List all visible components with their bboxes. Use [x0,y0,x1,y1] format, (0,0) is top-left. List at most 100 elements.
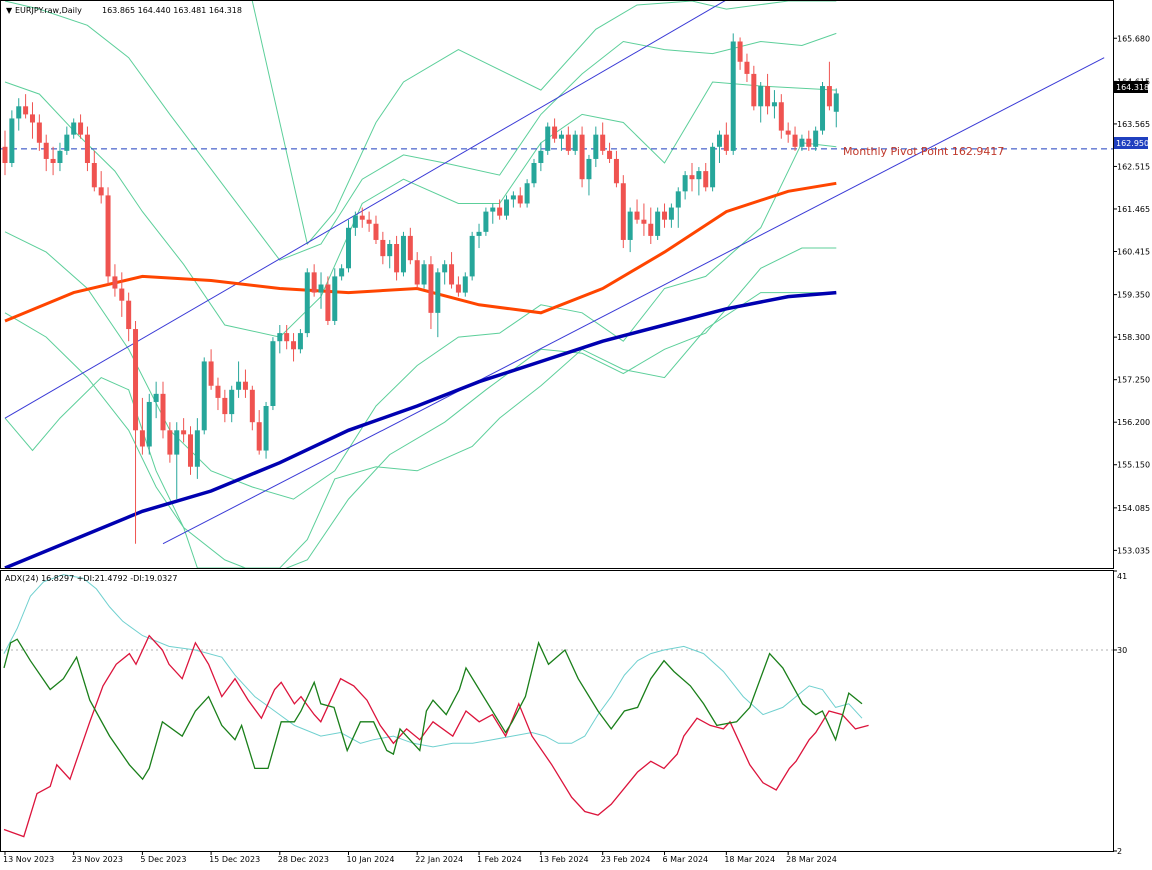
candle [545,122,551,155]
candle-body [662,211,668,220]
candle-body [593,134,599,159]
candle [346,219,351,273]
candle-body [737,41,743,62]
candle [50,146,56,176]
candle-body [682,175,688,192]
candle [524,179,530,208]
candle-body [71,122,77,135]
candle-body [730,41,736,151]
candle-body [765,86,771,107]
candle-body [146,401,152,447]
indicator-title: ADX(24) 16.8297 +DI:21.4792 -DI:19.0327 [5,574,177,583]
candle-body [627,211,633,240]
candle [442,260,448,285]
candle [146,393,152,455]
pivot-price-text: 162.950 [1116,139,1149,148]
candle-body [160,393,166,431]
date-tick-label: 15 Dec 2023 [209,855,260,864]
candle [435,268,441,338]
ma200-line [4,290,837,568]
bollinger-bollinger-outer-lower [4,292,837,568]
candle [57,142,63,172]
candle [455,276,461,297]
candle [620,175,626,249]
candle-body [78,122,84,135]
candle-body [641,219,647,224]
candle-body [579,134,585,180]
candle [387,239,393,269]
candle [469,231,475,281]
candle-body [208,361,214,386]
candle [730,33,736,155]
candle-body [201,361,207,431]
candle [572,130,578,155]
date-tick-label: 28 Mar 2024 [786,855,837,864]
candle [792,126,798,151]
price-panel-frame [0,0,1114,569]
candle-body [229,389,235,415]
candle [98,171,104,204]
title-arrow[interactable]: ▼ [6,6,13,15]
candle-body [462,276,468,293]
candle [737,37,743,70]
candle-body [510,195,516,200]
candle-body [586,158,592,180]
candle [490,203,496,224]
candle [181,418,187,443]
candle [126,292,132,342]
candle [112,264,118,297]
candle [600,122,606,155]
candle-body [284,333,290,342]
candle-body [689,175,695,180]
candle-body [758,86,764,107]
candle [462,272,468,297]
candle [771,90,777,119]
candle-body [552,126,558,139]
candle [785,122,791,143]
candle [43,134,49,172]
candle-body [16,106,22,119]
candle-body [407,235,413,261]
candle-body [311,272,317,293]
candle-body [710,146,716,188]
candle [579,126,585,188]
candle [277,325,283,354]
candle [242,369,248,398]
candle-body [716,134,722,147]
candle [208,349,214,390]
candle [607,142,613,163]
candle [2,130,8,176]
candle-body [806,138,812,147]
candle [517,187,523,208]
candle-body [174,430,180,455]
candle [504,195,510,220]
candle-body [820,86,826,131]
candle-body [325,284,331,321]
candle-body [490,207,496,212]
candle [806,130,812,151]
candle-body [194,430,200,467]
bollinger-bollinger-inner-lower [4,142,837,500]
price-tick-label: 157.250 [1117,376,1150,385]
adx-layer [1,574,1113,838]
candle-body [400,235,406,273]
candle [187,426,193,475]
candle [627,207,633,253]
candle [256,410,262,455]
chart-title: EURJPY.raw,Daily [15,6,82,15]
candle [414,252,420,289]
candle-body [304,272,310,334]
candle-body [469,235,475,277]
candle-body [558,134,564,139]
candle [593,126,599,168]
candle [552,118,558,143]
price-tick-label: 153.035 [1117,546,1150,555]
price-tick-label: 158.300 [1117,333,1150,342]
candle-body [318,284,324,293]
candle-body [98,187,104,196]
date-tick-label: 13 Nov 2023 [3,855,54,864]
candle-body [91,163,97,188]
price-tick-label: 161.465 [1117,205,1150,214]
candle [373,215,379,244]
candle-body [346,227,351,269]
